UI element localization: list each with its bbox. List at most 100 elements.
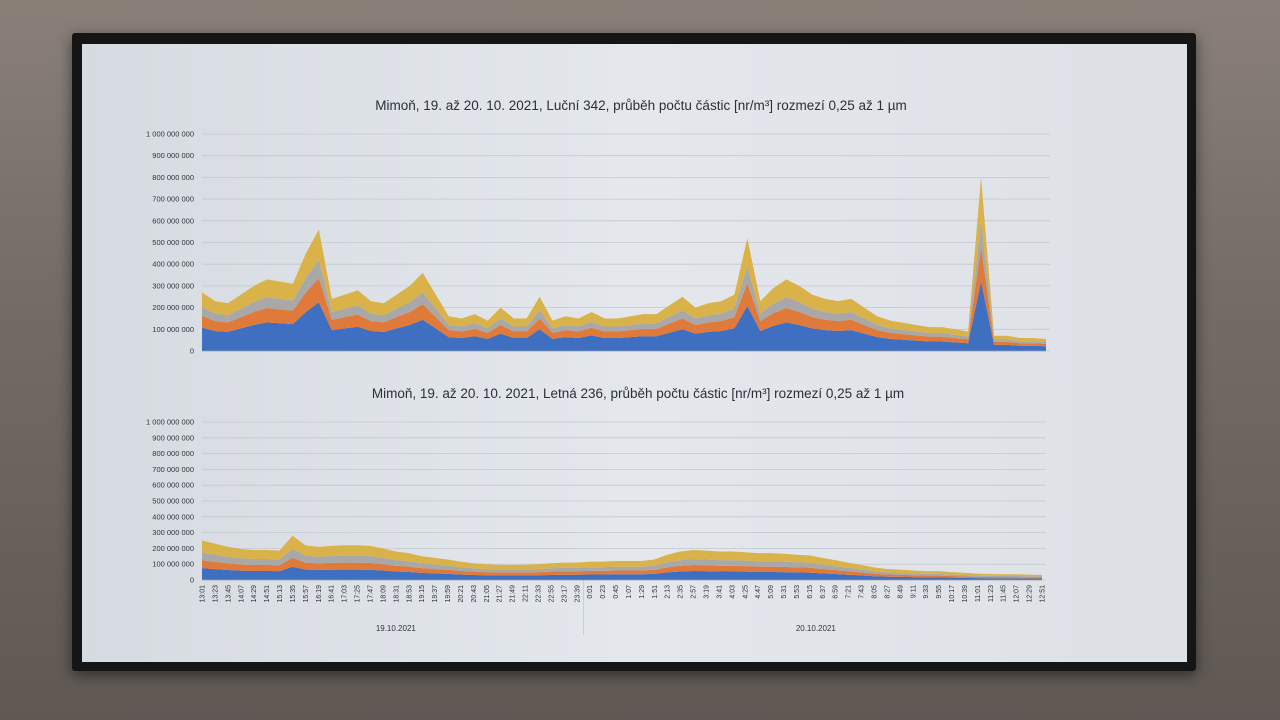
x-tick-label: 14:07: [238, 585, 245, 603]
y-tick-label: 800 000 000: [152, 173, 194, 182]
x-tick-label: 4:25: [742, 585, 749, 599]
y-tick-label: 300 000 000: [152, 528, 194, 537]
y-tick-label: 1 000 000 000: [146, 130, 194, 139]
x-tick-label: 23:17: [561, 585, 568, 603]
y-tick-label: 700 000 000: [152, 465, 194, 474]
x-tick-label: 13:45: [225, 585, 232, 603]
y-tick-label: 300 000 000: [152, 281, 194, 290]
area-series-4: [202, 177, 1046, 343]
x-tick-label: 5:31: [781, 585, 788, 599]
x-tick-label: 8:49: [897, 585, 904, 599]
y-tick-label: 0: [190, 576, 194, 585]
date-label: 20.10.2021: [796, 624, 837, 633]
x-tick-label: 8:05: [872, 585, 879, 599]
x-tick-label: 0:23: [600, 585, 607, 599]
x-tick-label: 7:21: [846, 585, 853, 599]
x-tick-label: 14:51: [264, 585, 271, 603]
x-tick-label: 4:47: [755, 585, 762, 599]
x-tick-label: 2:13: [665, 585, 672, 599]
x-tick-label: 18:31: [393, 585, 400, 603]
chart-letna: Mimoň, 19. až 20. 10. 2021, Letná 236, p…: [146, 386, 1047, 635]
y-tick-label: 100 000 000: [152, 560, 194, 569]
x-tick-label: 2:57: [691, 585, 698, 599]
x-tick-label: 21:05: [484, 585, 491, 603]
x-tick-label: 2:35: [678, 585, 685, 599]
x-tick-label: 9:11: [910, 585, 917, 598]
x-tick-label: 6:15: [807, 585, 814, 599]
chart-title: Mimoň, 19. až 20. 10. 2021, Letná 236, p…: [372, 386, 904, 401]
x-tick-label: 4:03: [729, 585, 736, 599]
x-tick-label: 3:19: [704, 585, 711, 599]
y-tick-label: 1 000 000 000: [146, 418, 194, 427]
x-tick-label: 22:33: [536, 585, 543, 603]
chart-title: Mimoň, 19. až 20. 10. 2021, Luční 342, p…: [375, 98, 907, 113]
x-tick-label: 6:37: [820, 585, 827, 599]
x-tick-label: 9:55: [936, 585, 943, 599]
x-tick-label: 21:49: [510, 585, 517, 603]
x-tick-label: 17:47: [368, 585, 375, 603]
y-tick-label: 400 000 000: [152, 512, 194, 521]
x-tick-label: 8:27: [884, 585, 891, 599]
x-tick-label: 0:45: [613, 585, 620, 599]
x-tick-label: 12:07: [1014, 585, 1021, 603]
x-tick-label: 12:51: [1040, 585, 1047, 603]
x-tick-label: 9:33: [923, 585, 930, 599]
y-tick-label: 900 000 000: [152, 151, 194, 160]
x-tick-label: 19:15: [419, 585, 426, 603]
y-tick-label: 600 000 000: [152, 481, 194, 490]
y-tick-label: 400 000 000: [152, 260, 194, 269]
x-tick-label: 11:45: [1001, 585, 1008, 602]
x-tick-label: 15:57: [303, 585, 310, 603]
x-tick-label: 5:53: [794, 585, 801, 599]
y-tick-label: 200 000 000: [152, 544, 194, 553]
area-series-2: [202, 557, 1042, 579]
y-tick-label: 500 000 000: [152, 497, 194, 506]
x-tick-label: 1:51: [652, 585, 659, 599]
y-tick-label: 100 000 000: [152, 325, 194, 334]
y-tick-label: 200 000 000: [152, 303, 194, 312]
x-tick-label: 22:11: [523, 585, 530, 602]
area-series-1: [202, 566, 1042, 580]
date-label: 19.10.2021: [376, 624, 417, 633]
x-tick-label: 17:03: [342, 585, 349, 603]
area-series-1: [202, 281, 1046, 351]
x-tick-label: 12:29: [1027, 585, 1034, 603]
x-tick-label: 17:25: [355, 585, 362, 603]
x-tick-label: 10:39: [962, 585, 969, 603]
x-tick-label: 15:13: [277, 585, 284, 603]
x-tick-label: 1:29: [639, 585, 646, 599]
x-tick-label: 11:23: [988, 585, 995, 602]
x-tick-label: 3:41: [716, 585, 723, 599]
x-tick-label: 7:43: [859, 585, 866, 599]
x-tick-label: 16:19: [316, 585, 323, 603]
area-series-4: [202, 535, 1042, 577]
x-tick-label: 6:59: [833, 585, 840, 599]
x-tick-label: 18:53: [406, 585, 413, 603]
x-tick-label: 13:01: [200, 585, 207, 603]
x-tick-label: 16:41: [329, 585, 336, 603]
x-tick-label: 0:01: [587, 585, 594, 599]
x-tick-label: 18:09: [380, 585, 387, 603]
area-series-2: [202, 246, 1046, 347]
y-tick-label: 800 000 000: [152, 449, 194, 458]
y-tick-label: 700 000 000: [152, 195, 194, 204]
x-tick-label: 19:37: [432, 585, 439, 603]
x-tick-label: 15:35: [290, 585, 297, 603]
y-tick-label: 500 000 000: [152, 238, 194, 247]
y-tick-label: 0: [190, 347, 194, 356]
x-tick-label: 20:43: [471, 585, 478, 603]
x-tick-label: 20:21: [458, 585, 465, 603]
x-tick-label: 5:09: [768, 585, 775, 599]
x-tick-label: 22:55: [548, 585, 555, 603]
y-tick-label: 900 000 000: [152, 433, 194, 442]
x-tick-label: 23:39: [574, 585, 581, 603]
x-tick-label: 14:29: [251, 585, 258, 603]
y-tick-label: 600 000 000: [152, 216, 194, 225]
x-tick-label: 13:23: [212, 585, 219, 603]
x-tick-label: 11:01: [975, 585, 982, 602]
x-tick-label: 21:27: [497, 585, 504, 603]
x-tick-label: 10:17: [949, 585, 956, 603]
x-tick-label: 19:59: [445, 585, 452, 603]
chart-lucni: Mimoň, 19. až 20. 10. 2021, Luční 342, p…: [146, 98, 1050, 356]
